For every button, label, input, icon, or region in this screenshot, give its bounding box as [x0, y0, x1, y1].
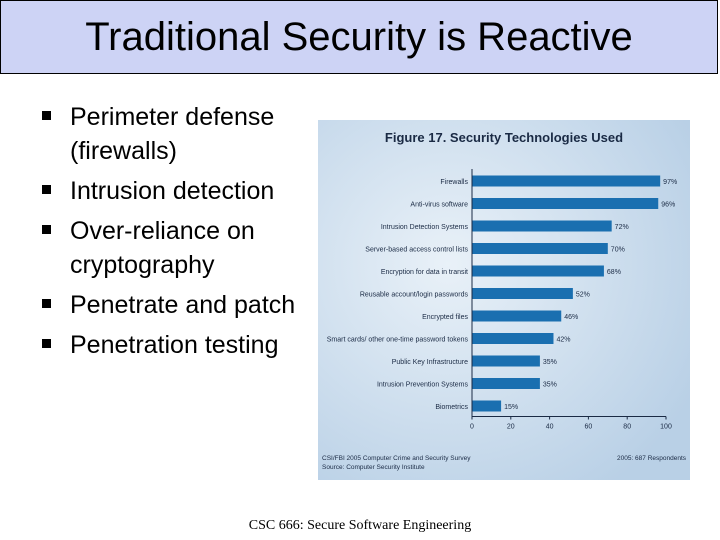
bullet-list: Perimeter defense (firewalls) Intrusion … — [42, 100, 312, 368]
category-label: Anti-virus software — [410, 202, 468, 209]
value-label: 46% — [564, 314, 578, 321]
bullet-text: Penetrate and patch — [70, 291, 296, 319]
x-tick-label: 60 — [585, 424, 593, 431]
category-label: Reusable account/login passwords — [360, 292, 469, 299]
slide-title: Traditional Security is Reactive — [85, 15, 633, 59]
value-label: 72% — [615, 224, 629, 231]
chart-background — [318, 120, 690, 480]
bar — [472, 400, 502, 412]
bullet-item: Perimeter defense (firewalls) — [42, 100, 312, 168]
bar — [472, 310, 562, 322]
x-tick-label: 80 — [623, 424, 631, 431]
bar — [472, 288, 573, 299]
square-bullet-icon — [42, 111, 51, 120]
category-label: Intrusion Prevention Systems — [377, 382, 469, 389]
bar — [472, 378, 540, 389]
bar — [472, 243, 608, 254]
value-label: 15% — [504, 404, 518, 411]
bullet-item: Penetrate and patch — [42, 288, 312, 322]
category-label: Firewalls — [440, 179, 468, 186]
square-bullet-icon — [42, 225, 51, 234]
x-tick-label: 100 — [660, 424, 672, 431]
chart-source-left-line2: Source: Computer Security Institute — [322, 464, 425, 471]
category-label: Intrusion Detection Systems — [381, 224, 469, 231]
bar — [472, 198, 659, 209]
bullet-text: Penetration testing — [70, 331, 279, 359]
value-label: 42% — [556, 337, 570, 344]
bullet-text: Intrusion detection — [70, 177, 275, 205]
bar — [472, 220, 612, 232]
chart-title: Figure 17. Security Technologies Used — [385, 130, 623, 145]
category-label: Biometrics — [435, 404, 468, 411]
x-tick-label: 20 — [507, 424, 515, 431]
square-bullet-icon — [42, 185, 51, 194]
security-technologies-chart: Figure 17. Security Technologies Used Fi… — [318, 120, 690, 480]
value-label: 52% — [576, 292, 590, 299]
slide-footer: CSC 666: Secure Software Engineering — [248, 518, 472, 533]
category-label: Encryption for data in transit — [381, 269, 468, 276]
category-label: Smart cards/ other one-time password tok… — [327, 337, 469, 344]
chart-source-right: 2005: 687 Respondents — [617, 455, 687, 462]
bullet-item: Over-reliance on cryptography — [42, 214, 312, 282]
bar — [472, 175, 661, 187]
category-label: Public Key Infrastructure — [392, 359, 468, 366]
value-label: 35% — [543, 359, 557, 366]
value-label: 70% — [611, 247, 625, 254]
bullet-item: Intrusion detection — [42, 174, 312, 208]
bullet-text: Perimeter defense (firewalls) — [70, 103, 275, 165]
square-bullet-icon — [42, 339, 51, 348]
category-label: Server-based access control lists — [365, 247, 468, 254]
bar — [472, 355, 540, 367]
value-label: 96% — [661, 202, 675, 209]
chart-source-left-line1: CSI/FBI 2005 Computer Crime and Security… — [322, 455, 471, 462]
value-label: 68% — [607, 269, 621, 276]
x-tick-label: 0 — [470, 424, 474, 431]
square-bullet-icon — [42, 299, 51, 308]
category-label: Encrypted files — [422, 314, 468, 321]
bar — [472, 265, 604, 277]
value-label: 35% — [543, 382, 557, 389]
value-label: 97% — [663, 179, 677, 186]
bar — [472, 333, 554, 344]
title-bar: Traditional Security is Reactive — [0, 0, 718, 74]
bullet-text: Over-reliance on cryptography — [70, 217, 255, 279]
bullet-item: Penetration testing — [42, 328, 312, 362]
x-tick-label: 40 — [546, 424, 554, 431]
